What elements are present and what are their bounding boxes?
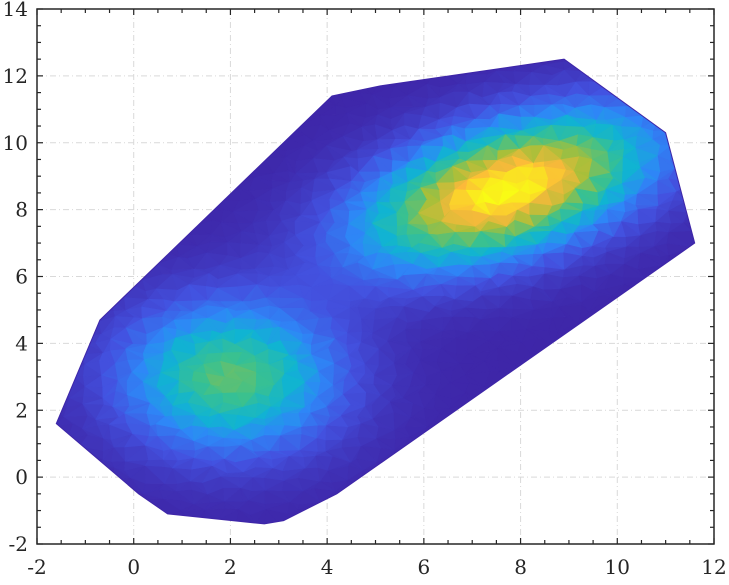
y-tick-label: 4 (15, 331, 28, 355)
x-tick-label: 2 (224, 555, 237, 579)
x-tick-label: 6 (417, 555, 430, 579)
y-tick-label: 6 (15, 265, 28, 289)
y-tick-label: 10 (3, 131, 28, 155)
surface-heatmap (56, 59, 695, 524)
x-tick-label: 4 (321, 555, 334, 579)
x-tick-label: -2 (27, 555, 46, 579)
x-axis-tick-labels: -2 0 2 4 6 8 10 12 (27, 555, 726, 579)
x-tick-label: 12 (701, 555, 726, 579)
y-tick-label: -2 (9, 532, 28, 556)
y-tick-label: 14 (3, 0, 28, 21)
x-tick-label: 0 (127, 555, 140, 579)
y-tick-label: 0 (15, 465, 28, 489)
x-tick-label: 10 (605, 555, 630, 579)
y-axis-tick-labels: -2 0 2 4 6 8 10 12 14 (3, 0, 28, 556)
y-tick-label: 2 (15, 398, 28, 422)
x-tick-label: 8 (514, 555, 527, 579)
y-tick-label: 12 (3, 64, 28, 88)
axes (36, 8, 715, 545)
domain-outline (55, 58, 696, 525)
y-tick-label: 8 (15, 198, 28, 222)
